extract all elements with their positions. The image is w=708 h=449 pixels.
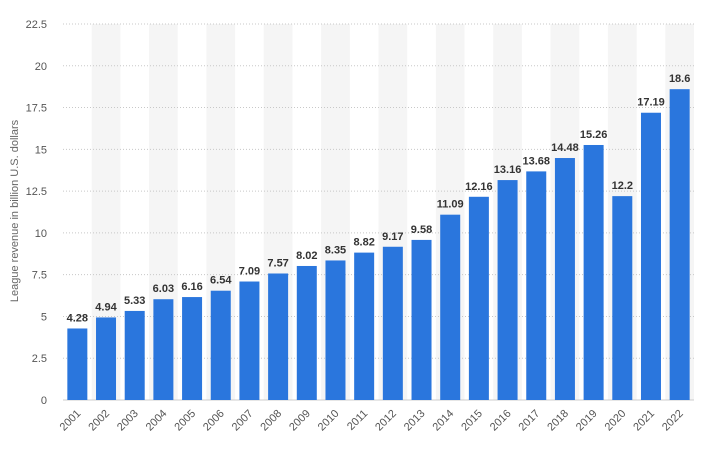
- x-tick-label: 2002: [86, 408, 112, 434]
- data-label: 7.57: [267, 257, 288, 269]
- data-label: 8.02: [296, 250, 317, 262]
- x-tick-label: 2010: [316, 408, 342, 434]
- bar: [554, 158, 575, 400]
- bar: [239, 281, 260, 400]
- bar: [468, 196, 489, 400]
- bar: [153, 299, 174, 400]
- x-tick-label: 2007: [230, 408, 256, 434]
- bar: [124, 310, 145, 400]
- data-label: 9.17: [382, 231, 403, 243]
- bar: [440, 214, 461, 400]
- data-labels: 4.28 4.94 5.33 6.03 6.16 6.54 7.09 7.57 8.02 8.35…: [67, 73, 691, 324]
- data-label: 9.58: [411, 224, 432, 236]
- y-tick-label: 0: [41, 395, 47, 407]
- x-tick-label: 2018: [545, 408, 571, 434]
- data-label: 12.2: [612, 180, 633, 192]
- bar: [296, 265, 317, 400]
- x-axis-ticks: 2001 2002 2003 2004 2005 2006 2007 2008 2009 2010…: [58, 408, 686, 434]
- data-label: 17.19: [637, 97, 665, 109]
- x-tick-label: 2022: [660, 408, 686, 434]
- y-axis-title: League revenue in billion U.S. dollars: [9, 119, 21, 302]
- bar: [411, 239, 432, 400]
- data-label: 11.09: [437, 199, 464, 211]
- bar: [354, 252, 375, 400]
- y-tick-label: 17.5: [26, 103, 47, 115]
- x-tick-label: 2017: [517, 408, 543, 434]
- x-tick-label: 2013: [402, 408, 428, 434]
- y-tick-label: 5: [41, 311, 47, 323]
- x-tick-label: 2004: [144, 408, 170, 434]
- data-label: 6.03: [153, 283, 174, 295]
- bar: [268, 273, 289, 400]
- y-axis-ticks: 0 2.5 5 7.5 10 12.5 15 17.5 20 22.5: [26, 19, 47, 407]
- data-label: 13.68: [522, 155, 550, 167]
- x-tick-label: 2021: [631, 408, 657, 434]
- bar: [526, 171, 547, 400]
- data-label: 12.16: [465, 181, 493, 193]
- data-label: 8.35: [325, 244, 346, 256]
- x-tick-label: 2008: [258, 408, 284, 434]
- bar: [612, 196, 633, 400]
- bar: [382, 246, 403, 400]
- x-tick-label: 2005: [172, 408, 198, 434]
- data-label: 18.6: [669, 73, 690, 85]
- bar: [182, 297, 203, 400]
- data-label: 4.28: [67, 312, 88, 324]
- bar: [583, 144, 604, 400]
- x-tick-label: 2016: [488, 408, 514, 434]
- y-tick-label: 12.5: [26, 186, 47, 198]
- bars: [67, 89, 690, 401]
- bar: [67, 328, 88, 400]
- x-tick-label: 2015: [459, 408, 485, 434]
- data-label: 6.54: [210, 275, 232, 287]
- y-tick-label: 22.5: [26, 19, 47, 31]
- y-tick-label: 7.5: [32, 270, 47, 282]
- data-label: 6.16: [181, 281, 202, 293]
- x-tick-label: 2003: [115, 408, 141, 434]
- x-tick-label: 2011: [345, 408, 370, 433]
- data-label: 15.26: [580, 129, 608, 141]
- bar: [669, 89, 690, 400]
- x-tick-label: 2020: [603, 408, 629, 434]
- y-tick-label: 10: [35, 228, 47, 240]
- data-label: 4.94: [95, 301, 117, 313]
- bar: [640, 112, 661, 401]
- data-label: 8.82: [353, 237, 374, 249]
- data-label: 5.33: [124, 295, 145, 307]
- x-tick-label: 2014: [431, 408, 457, 434]
- data-label: 14.48: [551, 142, 579, 154]
- y-tick-label: 15: [35, 144, 47, 156]
- x-tick-label: 2009: [287, 408, 313, 434]
- y-tick-label: 2.5: [32, 353, 47, 365]
- data-label: 7.09: [239, 266, 260, 278]
- x-tick-label: 2006: [201, 408, 227, 434]
- data-label: 13.16: [494, 164, 522, 176]
- bar: [325, 260, 346, 400]
- bar: [497, 180, 518, 400]
- x-tick-label: 2019: [574, 408, 600, 434]
- y-tick-label: 20: [35, 61, 47, 73]
- bar: [210, 290, 231, 400]
- x-tick-label: 2001: [58, 408, 84, 434]
- bar: [96, 317, 117, 400]
- x-tick-label: 2012: [373, 408, 399, 434]
